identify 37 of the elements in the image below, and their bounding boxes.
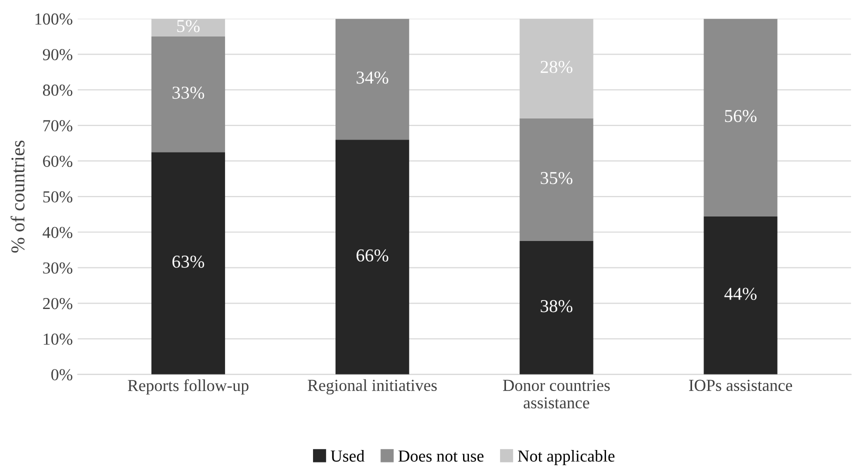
y-tick-label: 90% [42,48,72,60]
y-tick-label: 30% [43,262,72,274]
data-label: 44% [724,288,757,300]
bar [520,118,594,242]
bar [151,36,226,152]
y-tick-label: 20% [43,298,72,310]
data-label: 35% [540,172,572,184]
bar [704,216,778,374]
data-label: 66% [356,249,388,262]
x-tick-label: IOPs assistance [689,380,792,391]
legend-label: Used [330,450,364,462]
y-tick-label: 100% [35,13,72,25]
y-tick-label: 40% [42,226,72,238]
y-tick-label: 80% [42,84,72,96]
legend-label: Not applicable [518,450,614,466]
bar [336,140,410,374]
y-tick-label: 0% [51,369,72,380]
y-tick-label: 70% [43,120,72,132]
bar [520,18,594,118]
data-label: 33% [172,86,204,99]
data-label: 56% [725,110,757,122]
y-axis-title: % of countries [10,140,25,253]
x-tick-label: Reports follow-up [128,379,248,395]
bar [704,18,778,216]
data-label: 63% [172,256,204,268]
bar [151,152,226,374]
legend-label: Does not use [398,450,484,462]
x-tick-label: Donor countries assistance [503,380,610,408]
y-tick-label: 50% [43,191,72,203]
x-tick-label: Regional initiatives [308,379,437,394]
data-label: 38% [540,300,572,312]
y-tick-label: 10% [44,334,72,345]
bar [336,18,410,140]
bar [151,18,226,37]
y-tick-label: 60% [43,156,72,167]
data-label: 34% [356,72,388,84]
bar [520,241,594,374]
